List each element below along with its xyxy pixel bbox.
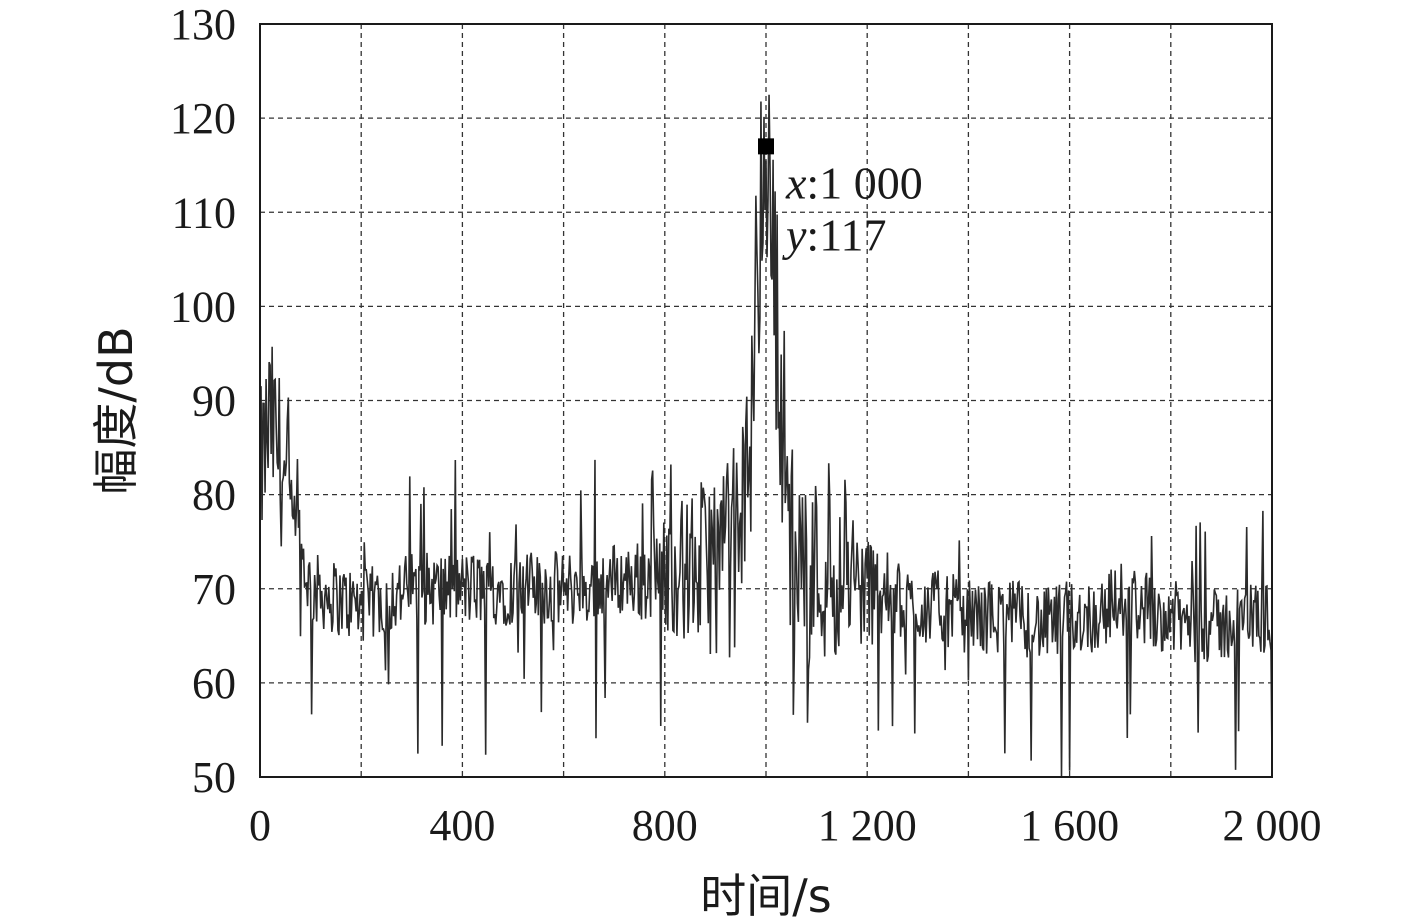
x-tick-label: 1 600 [1020, 801, 1119, 850]
y-tick-label: 120 [170, 94, 236, 143]
x-tick-label: 800 [632, 801, 698, 850]
x-tick-label: 2 000 [1223, 801, 1322, 850]
annotation-y-value: :117 [806, 209, 886, 260]
annotation-x-label: x [785, 157, 807, 208]
x-tick-label: 400 [429, 801, 495, 850]
annotation-y: y:117 [782, 209, 887, 260]
y-tick-label: 70 [192, 565, 236, 614]
y-tick-label: 110 [172, 188, 236, 237]
x-tick-label: 1 200 [818, 801, 917, 850]
x-axis-label: 时间/s [700, 869, 831, 923]
peak-marker [758, 138, 774, 155]
x-tick-label: 0 [249, 801, 271, 850]
y-tick-label: 90 [192, 377, 236, 426]
y-axis-label: 幅度/dB [89, 326, 143, 494]
series-layer [259, 94, 1273, 777]
annotation-x: x:1 000 [785, 157, 923, 208]
annotation-x-value: :1 000 [806, 157, 922, 208]
y-tick-label: 130 [170, 0, 236, 49]
plot-frame [259, 23, 1273, 778]
grid-lines [260, 24, 1272, 777]
y-tick-label: 80 [192, 471, 236, 520]
y-tick-label: 50 [192, 753, 236, 802]
y-tick-label: 100 [170, 282, 236, 331]
x-tick-labels: 0 400 800 1 200 1 600 2 000 [249, 801, 1322, 850]
annotation-y-label: y [782, 209, 807, 260]
y-tick-labels: 50 60 70 80 90 100 110 120 130 [170, 0, 236, 802]
spectrum-line [259, 94, 1273, 777]
y-tick-label: 60 [192, 659, 236, 708]
